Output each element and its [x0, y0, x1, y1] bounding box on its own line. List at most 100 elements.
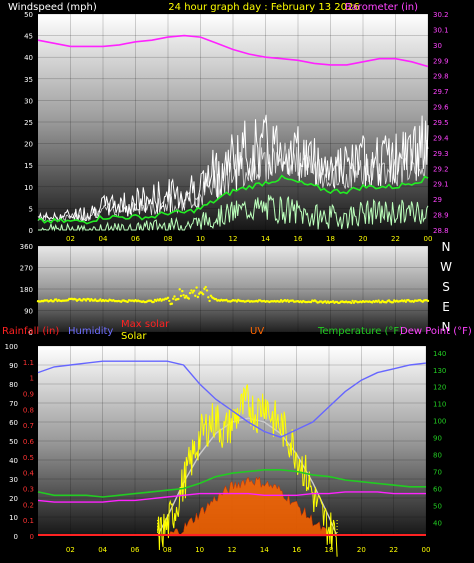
direction-point [187, 297, 190, 300]
rain-tick-label: 0 [30, 533, 34, 541]
x-tick-label: 00 [422, 546, 431, 554]
direction-point [208, 299, 211, 303]
y-tick-label: 25 [24, 119, 33, 127]
humidity-tick-label: 10 [9, 514, 18, 522]
solar-line [157, 384, 338, 557]
temp-tick-label: 120 [433, 384, 446, 392]
direction-point [87, 297, 90, 301]
x-tick-label: 06 [131, 546, 140, 554]
temp-tick-label: 140 [433, 350, 446, 358]
direction-point [84, 299, 88, 302]
humidity-tick-label: 20 [9, 495, 18, 503]
y-tick-label: 15 [24, 162, 33, 170]
rain-tick-label: 0.3 [23, 486, 34, 494]
temp-tick-label: 70 [433, 469, 442, 477]
uv-area [167, 476, 330, 537]
temp-tick-label: 130 [433, 367, 446, 375]
temp-tick-label: 80 [433, 452, 442, 460]
y-right-tick-label: 29.1 [433, 181, 449, 189]
temp-tick-label: 60 [433, 486, 442, 494]
compass-label: N [442, 320, 451, 334]
y-temp-ticks: 40 50 60 70 80 90 100 110 120 130 140 [433, 350, 446, 528]
direction-point [209, 294, 213, 297]
x-tick-label: 06 [131, 235, 140, 243]
chart-title: 24 hour graph day : February 13 2026 [168, 2, 359, 13]
direction-point [196, 295, 200, 299]
y-right-ticks: 28.8 28.9 29 29.1 29.2 29.3 29.4 29.5 29.6 29.7 29… [433, 11, 449, 235]
rain-tick-label: 0.6 [23, 438, 35, 446]
grid [38, 245, 429, 333]
rain-tick-label: 0.5 [23, 454, 34, 462]
x-tick-label: 22 [389, 546, 398, 554]
humidity-tick-label: 80 [9, 381, 18, 389]
direction-point [179, 294, 183, 298]
y-tick-label: 360 [20, 243, 33, 251]
direction-point [88, 299, 92, 302]
y-right-tick-label: 29.8 [433, 73, 449, 81]
dew-point-line [37, 491, 426, 503]
windspeed-axis-label: Windspeed (mph) [8, 2, 97, 13]
humidity-tick-label: 40 [9, 457, 18, 465]
y-tick-label: 90 [24, 308, 33, 316]
direction-point [168, 299, 171, 303]
x-tick-label: 20 [359, 235, 368, 243]
direction-point [172, 297, 175, 300]
series-layer [36, 285, 430, 306]
wind-low-line [38, 194, 429, 232]
rain-tick-label: 0.2 [23, 501, 34, 509]
direction-point [170, 302, 174, 305]
direction-point [182, 294, 185, 297]
y-humidity-ticks: 0 10 20 30 40 50 60 70 80 90 100 [5, 343, 18, 541]
grid [38, 13, 429, 231]
direction-point [166, 296, 170, 299]
direction-point [191, 291, 194, 294]
direction-point [181, 289, 184, 293]
y-left-ticks: 0 90 180 270 360 [20, 243, 33, 337]
temp-tick-label: 110 [433, 401, 446, 409]
x-tick-label: 18 [326, 235, 335, 243]
direction-point [286, 299, 289, 302]
y-rain-ticks: 0 0.1 0.2 0.3 0.4 0.5 0.6 0.7 0.8 0.9 1 1.1 [23, 359, 35, 541]
y-right-tick-label: 29.7 [433, 88, 449, 96]
x-tick-label: 20 [357, 546, 366, 554]
x-tick-label: 04 [98, 546, 107, 554]
rain-tick-label: 0.7 [23, 422, 34, 430]
humidity-tick-label: 60 [9, 419, 18, 427]
y-right-tick-label: 29.2 [433, 165, 449, 173]
compass-label: N [442, 240, 451, 254]
x-tick-label: 00 [424, 235, 433, 243]
humidity-line [37, 360, 427, 438]
direction-point [192, 289, 196, 292]
direction-point [99, 298, 102, 301]
y-tick-label: 40 [24, 54, 33, 62]
wind-gust-line [37, 114, 429, 223]
y-tick-label: 20 [24, 141, 33, 149]
humidity-tick-label: 90 [9, 362, 18, 370]
direction-point [194, 294, 197, 297]
x-ticks: 02 04 06 08 10 12 14 16 18 20 22 00 [66, 546, 431, 554]
direction-point [377, 299, 380, 302]
x-tick-label: 18 [325, 546, 334, 554]
x-tick-label: 14 [260, 546, 269, 554]
dew-point-label: Dew Point (°F) [400, 326, 472, 337]
x-tick-label: 16 [292, 546, 301, 554]
direction-point [177, 297, 180, 301]
direction-point [426, 299, 430, 303]
solar-label: Solar [121, 331, 147, 342]
y-tick-label: 0 [29, 329, 33, 337]
direction-point [201, 293, 205, 296]
humidity-tick-label: 100 [5, 343, 18, 351]
rain-tick-label: 1.1 [23, 359, 34, 367]
x-tick-label: 02 [66, 546, 75, 554]
direction-point [203, 287, 206, 290]
temp-tick-label: 40 [433, 519, 442, 527]
x-tick-label: 08 [164, 235, 173, 243]
y-left-ticks: 0 5 10 15 20 25 30 35 40 45 50 [24, 11, 33, 235]
series-layer [37, 360, 427, 557]
compass-label: S [442, 280, 450, 294]
y-tick-label: 5 [29, 205, 33, 213]
wind-barometer-chart: Windspeed (mph) 24 hour graph day : Febr… [8, 2, 449, 243]
direction-point [391, 301, 395, 304]
